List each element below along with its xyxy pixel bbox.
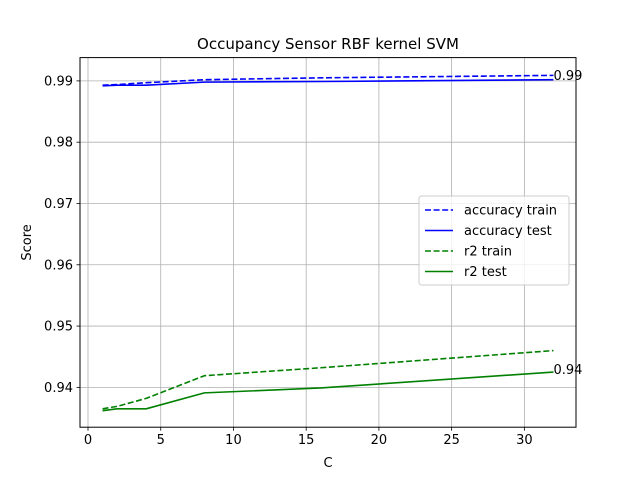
- y-tick-label: 0.95: [44, 320, 73, 335]
- x-tick-label: 15: [298, 433, 315, 448]
- annotations: 0.99 0.94: [553, 69, 582, 378]
- legend-label: accuracy train: [464, 204, 557, 219]
- y-tick-label: 0.94: [44, 381, 73, 396]
- legend-label: accuracy test: [464, 224, 552, 239]
- y-tick-label: 0.99: [44, 74, 73, 89]
- x-axis-ticks: 0 5 10 15 20 25 30: [84, 427, 533, 448]
- y-tick-label: 0.97: [44, 197, 73, 212]
- legend: accuracy train accuracy test r2 train r2 te…: [418, 195, 570, 286]
- x-tick-label: 20: [371, 433, 388, 448]
- annotation-label: 0.94: [553, 363, 582, 378]
- x-tick-label: 10: [225, 433, 242, 448]
- y-axis-ticks: 0.94 0.95 0.96 0.97 0.98 0.99: [44, 74, 80, 396]
- legend-label: r2 train: [464, 245, 512, 260]
- series-line-r2-test: [102, 371, 554, 412]
- x-tick-label: 30: [516, 433, 533, 448]
- annotation-label: 0.99: [553, 69, 582, 84]
- legend-box: [418, 195, 570, 286]
- x-tick-label: 25: [443, 433, 460, 448]
- series-line-accuracy-test: [102, 78, 554, 87]
- y-tick-label: 0.96: [44, 258, 73, 273]
- y-axis-label: Score: [20, 224, 35, 260]
- plot-frame: [79, 57, 577, 428]
- x-tick-label: 0: [84, 433, 92, 448]
- x-tick-label: 5: [157, 433, 165, 448]
- series-lines: [102, 74, 554, 412]
- y-tick-label: 0.98: [44, 136, 73, 151]
- series-line-r2-train: [102, 349, 554, 410]
- legend-label: r2 test: [464, 265, 507, 280]
- chart-title: Occupancy Sensor RBF kernel SVM: [197, 35, 459, 53]
- x-axis-label: C: [323, 456, 332, 471]
